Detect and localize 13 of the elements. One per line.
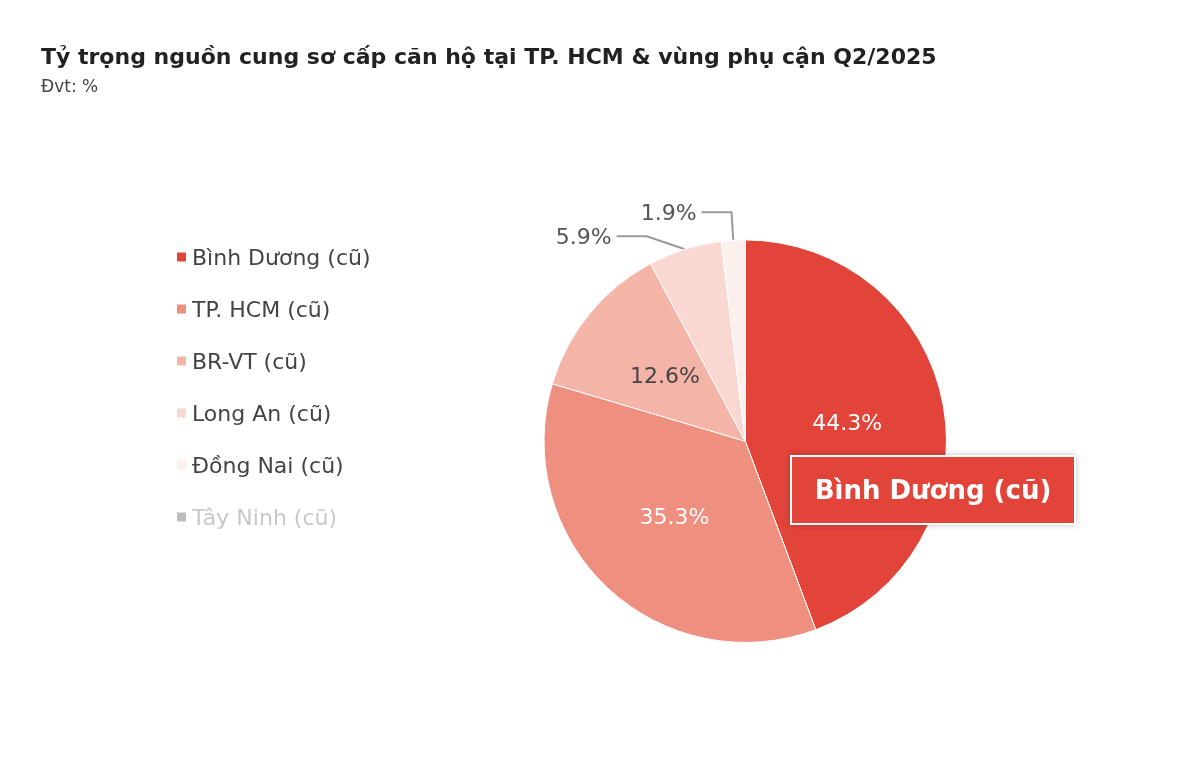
- chart-subtitle: Đvt: %: [41, 75, 99, 96]
- chart-title: Tỷ trọng nguồn cung sơ cấp căn hộ tại TP. HCM & vùng phụ cận Q2/2025: [41, 43, 937, 69]
- data-label: 12.6%: [630, 363, 700, 389]
- legend-label: Long An (cũ): [192, 400, 332, 426]
- data-label: 35.3%: [639, 504, 710, 530]
- data-label: 44.3%: [812, 410, 883, 436]
- legend-label: Đồng Nai (cũ): [192, 452, 344, 478]
- legend-label: Bình Dương (cũ): [192, 244, 371, 270]
- data-label: 1.9%: [640, 199, 697, 225]
- data-label: 5.9%: [555, 223, 612, 249]
- legend-label: TP. HCM (cũ): [191, 296, 331, 322]
- legend-label: BR-VT (cũ): [192, 348, 307, 374]
- text: Bình Dương (cũ): [790, 455, 1076, 525]
